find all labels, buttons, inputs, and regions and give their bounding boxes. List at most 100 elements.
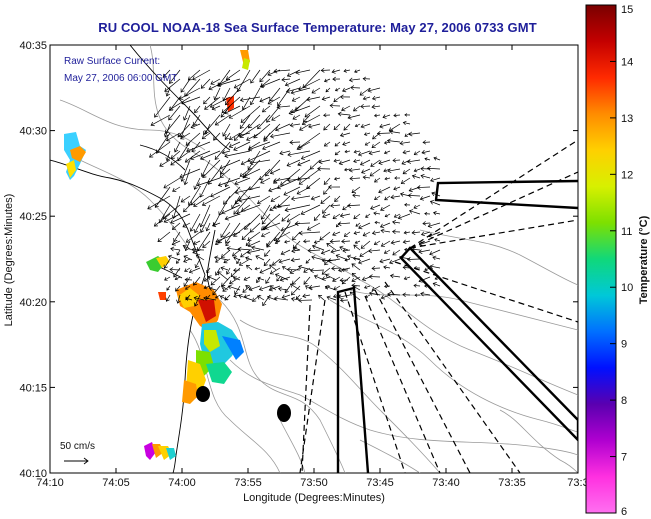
current-arrow	[332, 294, 341, 299]
current-arrow	[397, 213, 411, 220]
current-arrow	[289, 283, 301, 291]
current-arrow	[163, 123, 171, 138]
current-arrow	[168, 69, 181, 84]
current-arrow	[211, 222, 221, 228]
current-arrow	[348, 77, 361, 83]
current-arrow	[182, 222, 191, 228]
current-arrow	[203, 114, 221, 135]
sst-patch	[158, 292, 166, 300]
current-arrow	[407, 159, 421, 164]
current-arrow	[269, 264, 277, 271]
current-arrow	[386, 138, 401, 144]
colorbar-tick-label: 10	[621, 282, 633, 294]
current-arrow	[276, 104, 291, 110]
current-arrow	[428, 231, 441, 238]
current-arrow	[208, 78, 231, 91]
colorbar-tick-label: 11	[621, 226, 632, 238]
current-arrow	[194, 105, 201, 114]
current-arrow	[170, 246, 181, 252]
current-arrow	[168, 96, 191, 111]
current-arrow	[392, 219, 401, 225]
current-arrow	[364, 294, 371, 299]
current-arrow	[433, 211, 441, 216]
current-arrow	[419, 195, 431, 201]
current-arrow	[408, 131, 421, 137]
current-arrow	[174, 276, 181, 281]
y-tick-label: 40:25	[19, 211, 47, 223]
current-arrow	[240, 105, 261, 123]
current-arrow	[422, 140, 431, 145]
current-arrow	[372, 132, 381, 140]
y-tick-label: 40:30	[19, 126, 47, 138]
y-axis-label: Latitude (Degrees:Minutes)	[3, 194, 15, 327]
current-arrow	[257, 295, 265, 301]
current-arrow	[420, 173, 431, 179]
current-arrow	[291, 248, 301, 254]
colorbar-tick-label: 7	[621, 452, 627, 464]
current-arrow	[349, 291, 361, 301]
current-arrow	[232, 276, 241, 281]
current-arrow	[210, 186, 231, 198]
current-arrow	[240, 249, 251, 258]
current-arrow	[179, 87, 201, 100]
current-arrow	[309, 268, 325, 273]
colorbar-tick-label: 6	[621, 506, 627, 518]
current-arrow	[238, 294, 253, 301]
current-arrow	[332, 213, 341, 220]
current-arrow	[232, 249, 241, 257]
current-arrow	[261, 105, 271, 113]
current-arrow	[257, 195, 271, 205]
current-arrow	[324, 285, 337, 291]
current-arrow	[209, 96, 231, 108]
current-arrow	[217, 69, 231, 87]
colorbar: 15 14 13 12 11 10 9 8 7 6 Temperature (°C)	[585, 4, 650, 518]
current-arrow	[380, 228, 391, 234]
current-arrow	[353, 149, 361, 154]
colorbar-label: Temperature (°C)	[638, 215, 650, 304]
current-arrow	[193, 177, 201, 190]
current-arrow	[296, 186, 311, 195]
current-arrow	[233, 256, 241, 261]
current-arrow	[348, 167, 361, 173]
current-arrow	[347, 203, 361, 208]
current-arrow	[424, 157, 431, 161]
colorbar-bar	[585, 4, 617, 514]
current-arrow	[335, 87, 341, 92]
current-arrow	[261, 213, 271, 225]
current-arrow	[290, 257, 301, 263]
current-arrow	[213, 87, 221, 101]
current-arrow	[245, 240, 251, 247]
current-arrow	[418, 249, 431, 254]
current-arrow	[291, 285, 301, 296]
current-arrow	[169, 267, 181, 272]
current-arrow	[323, 141, 331, 147]
current-arrow	[307, 248, 321, 253]
current-arrow	[351, 276, 361, 283]
current-arrow	[280, 168, 301, 186]
current-arrow	[286, 267, 301, 272]
current-arrow	[322, 213, 331, 219]
current-arrow	[342, 141, 351, 146]
current-arrow	[264, 222, 281, 230]
current-arrow	[267, 96, 281, 105]
current-arrow	[199, 213, 211, 233]
current-arrow	[384, 213, 391, 218]
current-arrow	[413, 150, 421, 156]
current-arrow	[346, 254, 361, 261]
current-arrow	[298, 230, 321, 236]
current-arrow	[344, 149, 351, 154]
current-arrow	[202, 159, 221, 178]
current-arrow	[427, 222, 441, 228]
current-arrow	[321, 96, 331, 101]
current-arrow	[308, 123, 321, 129]
current-arrow	[353, 244, 361, 251]
current-arrow	[278, 258, 291, 264]
current-arrow	[325, 273, 337, 281]
current-arrow	[170, 150, 191, 166]
current-arrow	[295, 69, 311, 75]
current-arrow	[331, 69, 341, 74]
current-arrow	[185, 132, 201, 146]
current-arrow	[191, 247, 205, 253]
current-arrow	[220, 249, 231, 258]
current-arrow	[253, 123, 271, 139]
